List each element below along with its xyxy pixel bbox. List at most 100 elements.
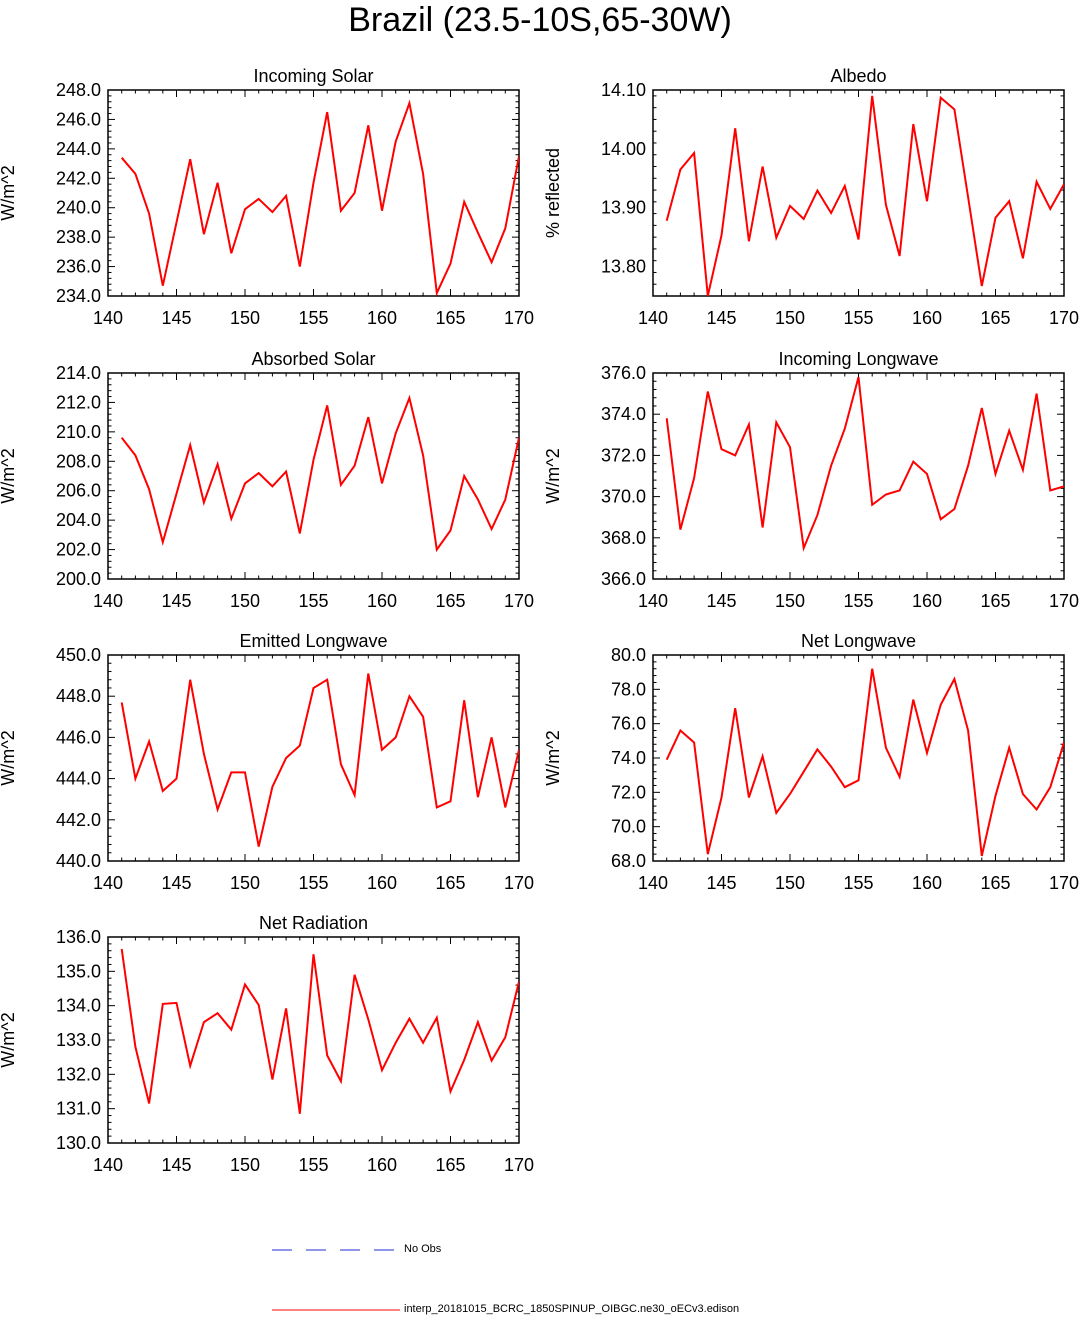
- series-line: [665, 668, 1064, 857]
- x-tick-label: 160: [912, 873, 942, 893]
- y-tick-label: 80.0: [611, 645, 646, 665]
- y-tick-label: 14.00: [601, 139, 646, 159]
- y-tick-label: 242.0: [56, 168, 101, 188]
- x-tick-label: 140: [93, 308, 123, 328]
- y-tick-label: 442.0: [56, 810, 101, 830]
- x-tick-label: 155: [298, 1155, 328, 1175]
- plot-frame: [107, 936, 520, 1144]
- x-tick-label: 155: [843, 591, 873, 611]
- y-tick-label: 78.0: [611, 679, 646, 699]
- y-tick-label: 206.0: [56, 481, 101, 501]
- chart-title: Incoming Longwave: [778, 349, 938, 369]
- y-tick-label: 202.0: [56, 540, 101, 560]
- plot-frame: [652, 372, 1065, 580]
- y-tick-label: 74.0: [611, 748, 646, 768]
- plot-frame: [107, 372, 520, 580]
- x-tick-label: 150: [230, 591, 260, 611]
- x-tick-label: 150: [775, 308, 805, 328]
- x-tick-label: 170: [1049, 873, 1079, 893]
- chart-panel-1: Albedo % reflected 140 145 150 155 160 165 170 13…: [543, 66, 1079, 328]
- x-tick-label: 160: [367, 1155, 397, 1175]
- x-tick-label: 170: [504, 873, 534, 893]
- chart-title: Absorbed Solar: [251, 349, 375, 369]
- y-tick-label: 376.0: [601, 363, 646, 383]
- x-tick-label: 140: [638, 591, 668, 611]
- x-tick-label: 160: [912, 591, 942, 611]
- x-tick-label: 140: [93, 591, 123, 611]
- x-tick-label: 170: [504, 1155, 534, 1175]
- chart-title: Albedo: [830, 66, 886, 86]
- y-tick-label: 204.0: [56, 510, 101, 530]
- y-tick-label: 72.0: [611, 782, 646, 802]
- x-tick-label: 150: [230, 308, 260, 328]
- y-tick-label: 368.0: [601, 528, 646, 548]
- y-tick-label: 208.0: [56, 451, 101, 471]
- plot-frame: [107, 89, 520, 297]
- y-tick-label: 450.0: [56, 645, 101, 665]
- y-tick-label: 370.0: [601, 487, 646, 507]
- plot-frame: [652, 654, 1065, 862]
- x-tick-label: 145: [706, 873, 736, 893]
- x-tick-label: 165: [980, 591, 1010, 611]
- chart-title: Incoming Solar: [253, 66, 373, 86]
- page-title: Brazil (23.5-10S,65-30W): [348, 1, 732, 39]
- y-tick-label: 246.0: [56, 109, 101, 129]
- x-tick-label: 140: [93, 873, 123, 893]
- x-tick-label: 170: [504, 591, 534, 611]
- x-tick-label: 145: [161, 591, 191, 611]
- x-tick-label: 165: [435, 1155, 465, 1175]
- x-tick-label: 140: [638, 873, 668, 893]
- chart-title: Net Radiation: [259, 913, 368, 933]
- x-tick-label: 165: [435, 308, 465, 328]
- chart-panel-2: Absorbed Solar W/m^2 140 145 150 155 160 165 170…: [0, 349, 534, 611]
- x-tick-label: 145: [161, 1155, 191, 1175]
- x-tick-label: 155: [843, 873, 873, 893]
- y-tick-label: 200.0: [56, 569, 101, 589]
- x-tick-label: 150: [230, 873, 260, 893]
- x-tick-label: 170: [1049, 308, 1079, 328]
- x-tick-label: 170: [1049, 591, 1079, 611]
- x-tick-label: 150: [230, 1155, 260, 1175]
- chart-panel-0: Incoming Solar W/m^2 140 145 150 155 160 165 170…: [0, 66, 534, 328]
- x-tick-label: 160: [367, 873, 397, 893]
- y-tick-label: 374.0: [601, 404, 646, 424]
- y-tick-label: 366.0: [601, 569, 646, 589]
- x-tick-label: 150: [775, 591, 805, 611]
- y-axis-label: W/m^2: [0, 730, 18, 785]
- y-tick-label: 444.0: [56, 769, 101, 789]
- y-axis-label: W/m^2: [0, 165, 18, 220]
- y-tick-label: 234.0: [56, 286, 101, 306]
- y-tick-label: 236.0: [56, 257, 101, 277]
- x-tick-label: 170: [504, 308, 534, 328]
- y-tick-label: 372.0: [601, 445, 646, 465]
- series-line: [120, 948, 519, 1114]
- series-line: [665, 376, 1064, 552]
- y-tick-label: 68.0: [611, 851, 646, 871]
- y-tick-label: 446.0: [56, 727, 101, 747]
- x-tick-label: 160: [367, 308, 397, 328]
- x-tick-label: 155: [298, 308, 328, 328]
- y-axis-label: W/m^2: [0, 448, 18, 503]
- y-tick-label: 70.0: [611, 817, 646, 837]
- x-tick-label: 140: [638, 308, 668, 328]
- x-tick-label: 145: [161, 308, 191, 328]
- y-axis-label: W/m^2: [543, 448, 563, 503]
- y-tick-label: 244.0: [56, 139, 101, 159]
- series-line: [120, 673, 519, 847]
- x-tick-label: 140: [93, 1155, 123, 1175]
- x-tick-label: 145: [706, 308, 736, 328]
- y-axis-label: % reflected: [543, 148, 563, 238]
- series-line: [120, 394, 519, 553]
- legend-model-label: interp_20181015_BCRC_1850SPINUP_OIBGC.ne…: [404, 1303, 740, 1315]
- y-tick-label: 76.0: [611, 714, 646, 734]
- y-tick-label: 248.0: [56, 80, 101, 100]
- y-tick-label: 13.80: [601, 257, 646, 277]
- y-tick-label: 214.0: [56, 363, 101, 383]
- y-axis-label: W/m^2: [0, 1012, 18, 1067]
- y-tick-label: 135.0: [56, 961, 101, 981]
- y-axis-label: W/m^2: [543, 730, 563, 785]
- series-line: [120, 99, 519, 296]
- x-tick-label: 165: [435, 591, 465, 611]
- chart-panel-4: Emitted Longwave W/m^2 140 145 150 155 160 165 1…: [0, 631, 534, 893]
